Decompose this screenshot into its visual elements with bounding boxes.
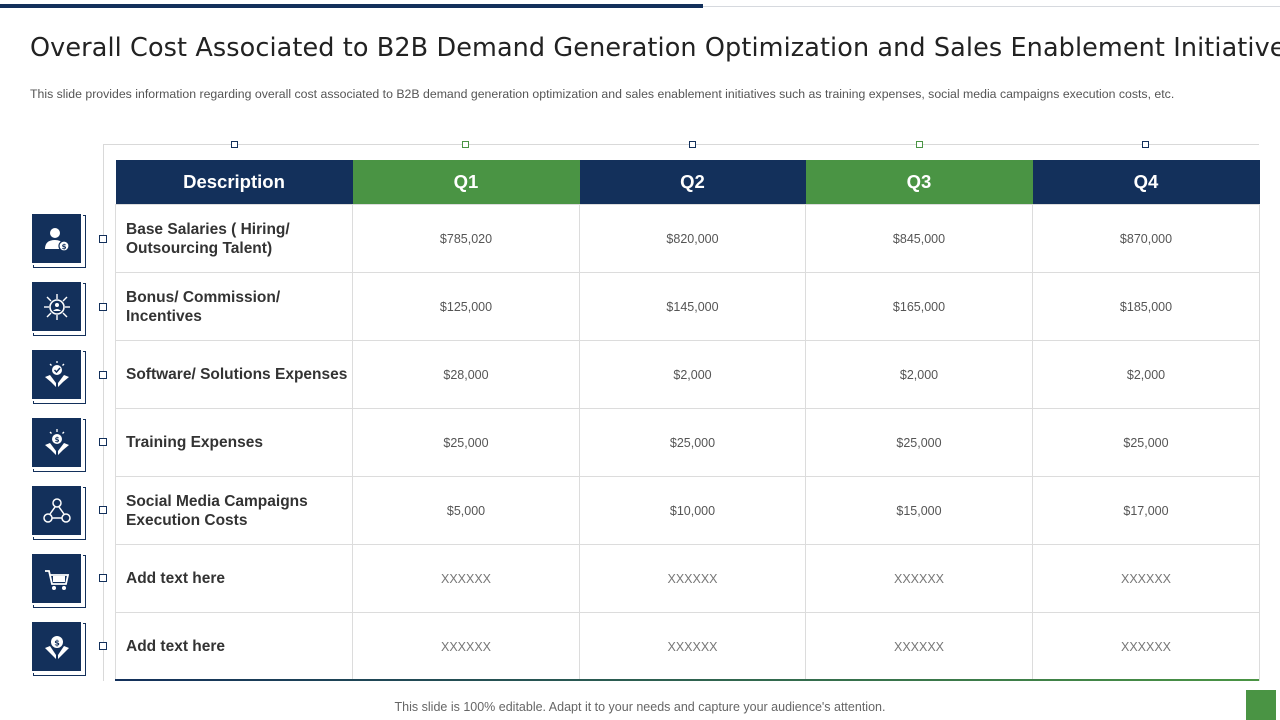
cell-q2: XXXXXX [579,544,806,613]
selection-frame-left [103,144,104,681]
row-description: Software/ Solutions Expenses [115,340,353,409]
cell-q1: XXXXXX [352,544,580,613]
cell-q3: $845,000 [805,204,1033,273]
header-q4: Q4 [1032,160,1260,205]
table-row: Training Expenses $25,000 $25,000 $25,00… [115,408,1260,477]
table-row: Add text here XXXXXX XXXXXX XXXXXX XXXXX… [115,544,1260,613]
hand-dollar-icon: $ [30,416,86,472]
column-handle[interactable] [1142,141,1149,148]
row-description: Bonus/ Commission/ Incentives [115,272,353,341]
slide-title: Overall Cost Associated to B2B Demand Ge… [30,33,1280,63]
top-accent-bar [0,4,703,8]
row-description: Training Expenses [115,408,353,477]
row-description: Add text here [115,544,353,613]
top-divider-line [703,6,1280,7]
column-handle[interactable] [462,141,469,148]
cell-q3: $25,000 [805,408,1033,477]
column-handle[interactable] [916,141,923,148]
cell-q2: $25,000 [579,408,806,477]
row-handle[interactable] [99,303,107,311]
cell-q4: $25,000 [1032,408,1260,477]
slide-subtitle: This slide provides information regardin… [30,87,1175,101]
cell-q3: $15,000 [805,476,1033,545]
cell-q1: XXXXXX [352,612,580,681]
header-q3: Q3 [805,160,1033,205]
cell-q2: XXXXXX [579,612,806,681]
cell-q2: $145,000 [579,272,806,341]
cell-q1: $25,000 [352,408,580,477]
footer-note: This slide is 100% editable. Adapt it to… [394,700,886,714]
column-handle[interactable] [231,141,238,148]
cell-q1: $28,000 [352,340,580,409]
cell-q1: $125,000 [352,272,580,341]
svg-text:$: $ [54,638,60,647]
social-network-icon [30,484,86,540]
row-handle[interactable] [99,574,107,582]
incentive-network-icon [30,280,86,336]
cell-q4: $185,000 [1032,272,1260,341]
cell-q3: XXXXXX [805,612,1033,681]
corner-accent [1246,690,1276,720]
cell-q3: $165,000 [805,272,1033,341]
cell-q4: $2,000 [1032,340,1260,409]
row-description: Add text here [115,612,353,681]
table-bottom-line [115,679,1259,681]
row-handle[interactable] [99,506,107,514]
svg-text:$: $ [54,436,59,444]
column-handle[interactable] [689,141,696,148]
row-handle[interactable] [99,642,107,650]
cell-q1: $5,000 [352,476,580,545]
header-q1: Q1 [352,160,580,205]
row-handle[interactable] [99,438,107,446]
header-description: Description [115,160,353,205]
cell-q4: XXXXXX [1032,544,1260,613]
cell-q2: $820,000 [579,204,806,273]
employee-salary-icon: $ [30,212,86,268]
table-header-row: Description Q1 Q2 Q3 Q4 [115,160,1260,205]
table-row: Base Salaries ( Hiring/ Outsourcing Tale… [115,204,1260,273]
row-description: Base Salaries ( Hiring/ Outsourcing Tale… [115,204,353,273]
shopping-cart-icon [30,552,86,608]
row-handle[interactable] [99,371,107,379]
hand-check-icon [30,348,86,404]
cell-q2: $2,000 [579,340,806,409]
cell-q4: $870,000 [1032,204,1260,273]
row-handle[interactable] [99,235,107,243]
hands-dollar-icon: $ [30,620,86,676]
cost-table: Description Q1 Q2 Q3 Q4 Base Salaries ( … [115,160,1260,681]
cell-q3: XXXXXX [805,544,1033,613]
cell-q4: XXXXXX [1032,612,1260,681]
selection-frame-top [103,144,1259,145]
table-row: Add text here XXXXXX XXXXXX XXXXXX XXXXX… [115,612,1260,681]
cell-q2: $10,000 [579,476,806,545]
cell-q1: $785,020 [352,204,580,273]
svg-text:$: $ [61,243,66,251]
table-row: Social Media Campaigns Execution Costs $… [115,476,1260,545]
table-row: Software/ Solutions Expenses $28,000 $2,… [115,340,1260,409]
header-q2: Q2 [579,160,806,205]
table-row: Bonus/ Commission/ Incentives $125,000 $… [115,272,1260,341]
cell-q4: $17,000 [1032,476,1260,545]
cell-q3: $2,000 [805,340,1033,409]
row-description: Social Media Campaigns Execution Costs [115,476,353,545]
